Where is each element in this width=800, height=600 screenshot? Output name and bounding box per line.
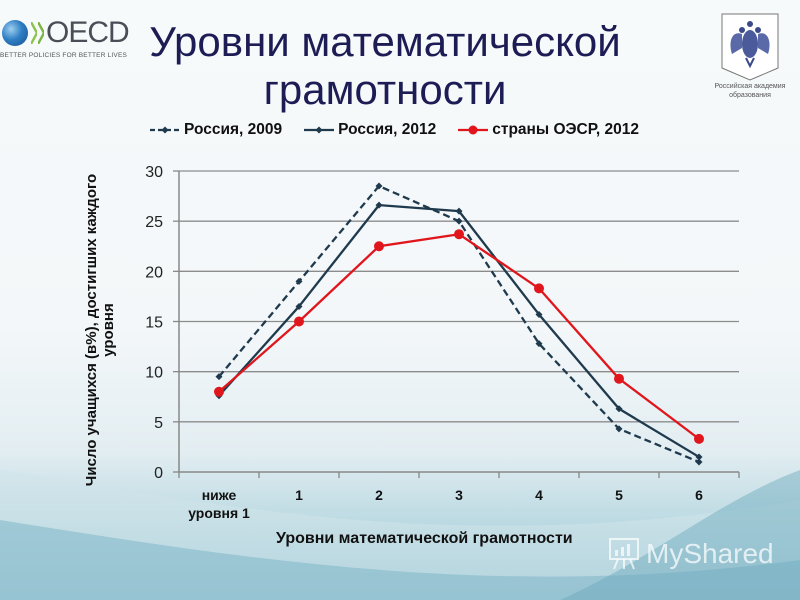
watermark-text: My [646,538,684,569]
data-point [535,340,543,348]
legend-label: Россия, 2012 [338,121,437,138]
globe-icon [2,20,28,46]
data-point [375,201,383,209]
chart-axes [173,170,740,478]
oecd-wordmark: OECD [46,16,130,49]
x-tick-label: ниже [202,487,237,503]
series-line [218,184,700,464]
coat-of-arms-icon [721,13,779,81]
x-tick-label: 3 [455,487,463,503]
data-point [455,207,463,215]
legend-item-russia-2009: Россия, 2009 [150,121,282,139]
emblem-caption-line: образования [729,92,771,99]
data-point [374,241,384,252]
data-point [695,458,703,466]
chevron-icon [31,22,37,44]
data-point [295,277,303,285]
data-point [615,405,623,413]
series-line [218,233,700,440]
legend-label: страны ОЭСР, 2012 [492,121,640,138]
x-axis-tick-labels: ниже уровня 1 1 2 3 4 5 6 [188,487,703,521]
chart-gridlines [179,170,739,423]
series-line [218,203,700,458]
y-tick-label: 30 [145,164,163,181]
presentation-board-icon [609,538,639,570]
y-axis-tick-labels: 0 5 10 15 20 25 30 [145,164,163,482]
solid-line-diamond-icon [304,126,335,134]
legend-label: Россия, 2009 [184,121,283,138]
solid-line-circle-icon [458,125,489,135]
data-point [454,229,464,240]
y-tick-label: 15 [145,315,163,332]
x-tick-label: 6 [695,487,703,503]
x-axis-title: Уровни математической грамотности [276,530,573,547]
emblem-caption-line: Российская академия [714,83,786,90]
data-point [695,453,703,461]
watermark-text: Shared [683,538,774,569]
y-tick-label: 20 [145,264,163,281]
oecd-tagline: BETTER POLICIES FOR BETTER LIVES [0,52,128,59]
data-point [295,302,303,310]
x-tick-label: 4 [535,487,543,503]
data-point [294,316,304,327]
data-point [214,386,224,397]
data-point [614,373,624,384]
series-1 [215,201,703,461]
y-tick-label: 5 [154,415,163,432]
data-point [215,373,223,381]
x-tick-label: 2 [375,487,383,503]
emblem-caption: Российская академия образования [712,82,788,100]
x-tick-label: 5 [615,487,623,503]
y-tick-label: 0 [154,465,163,482]
chart-legend: Россия, 2009 Россия, 2012 страны ОЭСР, 2… [150,120,661,140]
data-point [455,217,463,225]
x-tick-label: 1 [295,487,303,503]
y-tick-label: 10 [145,365,163,382]
dashed-line-diamond-icon [150,126,180,134]
legend-item-oecd-2012: страны ОЭСР, 2012 [458,121,639,139]
data-point [375,182,383,190]
legend-item-russia-2012: Россия, 2012 [304,121,436,139]
myshared-watermark: My Shared [608,537,774,571]
slide-title: Уровни математической грамотности [149,18,621,113]
oecd-logo: OECD BETTER POLICIES FOR BETTER LIVES [0,14,200,62]
x-tick-label: уровня 1 [188,505,250,521]
chart-series [214,182,704,466]
chevron-icon [38,22,44,44]
y-tick-label: 25 [145,214,163,231]
data-point [694,433,704,444]
data-point [535,310,543,318]
series-2 [214,229,704,444]
series-0 [215,182,703,466]
data-point [534,283,544,294]
data-point [615,425,623,433]
